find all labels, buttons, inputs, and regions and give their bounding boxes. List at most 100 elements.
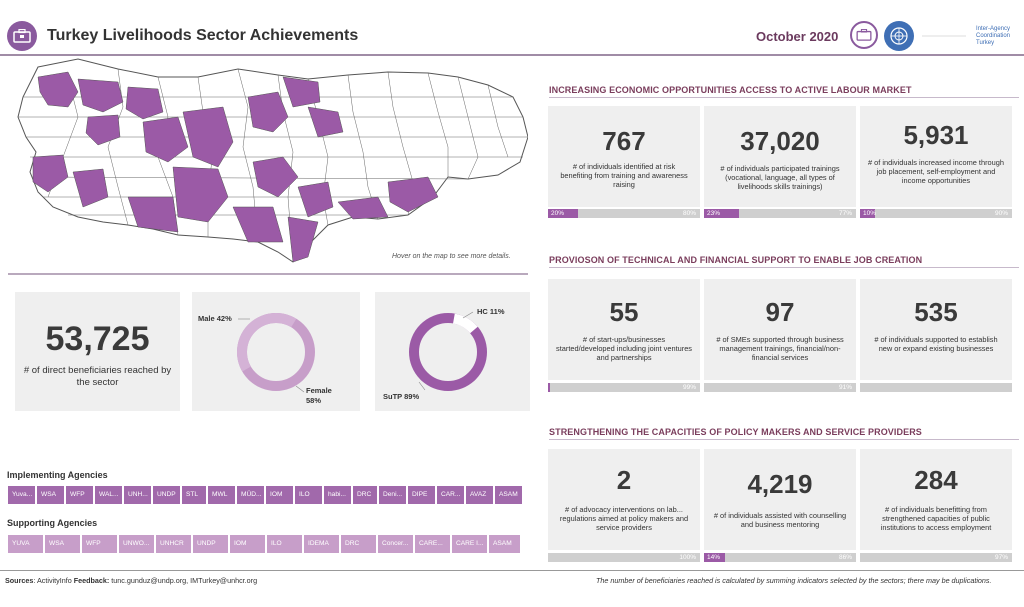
kpi-description: # of SMEs supported through business man… bbox=[716, 335, 844, 362]
agency-chip[interactable]: STL bbox=[182, 486, 206, 504]
progress-bar-fill bbox=[548, 209, 579, 218]
agency-chip[interactable]: MÜD... bbox=[237, 486, 264, 504]
agency-chip[interactable]: UNH... bbox=[124, 486, 151, 504]
progress-left-label: 14% bbox=[707, 554, 721, 561]
agency-chip[interactable]: UNHCR bbox=[156, 535, 191, 553]
kpi-value: 2 bbox=[616, 465, 632, 495]
progress-left-label: 10% bbox=[863, 210, 877, 217]
agency-chip[interactable]: Concer... bbox=[378, 535, 413, 553]
agency-chip[interactable]: IOM bbox=[230, 535, 265, 553]
progress-bar: 20% 80% bbox=[548, 209, 700, 218]
turkey-provinces-map[interactable] bbox=[8, 57, 529, 267]
male-label: Male 42% bbox=[198, 314, 232, 323]
section-divider bbox=[549, 439, 1019, 440]
agency-chip[interactable]: IOM bbox=[266, 486, 293, 504]
agency-chip[interactable]: WSA bbox=[37, 486, 64, 504]
progress-bar: 97% bbox=[860, 553, 1012, 562]
agency-chip[interactable]: Yuva... bbox=[8, 486, 35, 504]
progress-bar: 91% bbox=[704, 383, 856, 392]
agency-chip[interactable]: ILO bbox=[295, 486, 322, 504]
agency-chip[interactable]: WFP bbox=[82, 535, 117, 553]
divider bbox=[8, 273, 528, 275]
sutp-label: SuTP 89% bbox=[383, 392, 420, 401]
progress-bar: 100% bbox=[548, 553, 700, 562]
kpi-value: 4,219 bbox=[747, 469, 813, 499]
progress-right-label: 86% bbox=[838, 554, 852, 561]
agency-chip[interactable]: Deni... bbox=[379, 486, 406, 504]
hc-label: HC 11% bbox=[477, 307, 505, 316]
agency-chip[interactable]: UNDP bbox=[193, 535, 228, 553]
footer-note: The number of beneficiaries reached is c… bbox=[596, 576, 992, 585]
kpi-card: 37,020 # of individuals participated tra… bbox=[704, 106, 856, 207]
beneficiaries-value: 53,725 bbox=[45, 320, 150, 358]
kpi-card: 2 # of advocacy interventions on lab... … bbox=[548, 449, 700, 550]
progress-bar: 23% 77% bbox=[704, 209, 856, 218]
section-title-capacities: STRENGTHENING THE CAPACITIES OF POLICY M… bbox=[549, 427, 922, 437]
female-leader-line bbox=[295, 385, 305, 393]
agency-chip[interactable]: YUVA bbox=[8, 535, 43, 553]
kpi-value: 767 bbox=[602, 126, 646, 156]
agency-chip[interactable]: UNWO... bbox=[119, 535, 154, 553]
sutp-ring bbox=[409, 313, 487, 391]
kpi-description: # of start-ups/businesses started/develo… bbox=[556, 335, 692, 362]
agency-chip[interactable]: ASAM bbox=[495, 486, 522, 504]
male-arc bbox=[237, 313, 315, 391]
progress-right-label: 100% bbox=[679, 554, 696, 561]
section-title-labour-market: INCREASING ECONOMIC OPPORTUNITIES ACCESS… bbox=[549, 85, 912, 95]
kpi-card: 535 # of individuals supported to establ… bbox=[860, 279, 1012, 380]
agency-chip[interactable]: CARE I... bbox=[452, 535, 487, 553]
kpi-value: 37,020 bbox=[740, 126, 820, 156]
header: Turkey Livelihoods Sector Achievements O… bbox=[0, 0, 1024, 56]
progress-bar-fill bbox=[704, 553, 726, 562]
kpi-card: 4,219 # of individuals assisted with cou… bbox=[704, 449, 856, 550]
kpi-card: 5,931 # of individuals increased income … bbox=[860, 106, 1012, 207]
progress-right-label: 91% bbox=[838, 384, 852, 391]
sutp-leader-line bbox=[418, 381, 426, 391]
kpi-card: 55 # of start-ups/businesses started/dev… bbox=[548, 279, 700, 380]
kpi-description: # of individuals participated trainings … bbox=[720, 164, 840, 191]
progress-right-label: 77% bbox=[838, 210, 852, 217]
footer-divider bbox=[0, 570, 1024, 571]
agency-chip[interactable]: ASAM bbox=[489, 535, 520, 553]
map-hint: Hover on the map to see more details. bbox=[392, 253, 511, 260]
agency-chip[interactable]: MWL bbox=[208, 486, 235, 504]
agency-chip[interactable]: ILO bbox=[267, 535, 302, 553]
partner-logo-icon bbox=[920, 28, 968, 44]
agency-chip[interactable]: WSA bbox=[45, 535, 80, 553]
kpi-description: # of individuals assisted with counselli… bbox=[713, 511, 847, 529]
agency-chip[interactable]: CAR... bbox=[437, 486, 464, 504]
status-donut-card: HC 11% SuTP 89% bbox=[375, 292, 530, 411]
agency-chip[interactable]: DRC bbox=[341, 535, 376, 553]
progress-bar-fill bbox=[860, 209, 876, 218]
agency-chip[interactable]: habi... bbox=[324, 486, 351, 504]
agency-chip[interactable]: DIPE bbox=[408, 486, 435, 504]
un-emblem-icon bbox=[884, 21, 914, 51]
progress-right-label: 97% bbox=[994, 554, 1008, 561]
progress-bar-fill bbox=[548, 383, 550, 392]
agency-chip[interactable]: CARE... bbox=[415, 535, 450, 553]
livelihoods-logo-icon bbox=[7, 21, 37, 51]
hc-arc bbox=[409, 313, 487, 391]
beneficiaries-description: # of direct beneficiaries reached by the… bbox=[23, 365, 172, 388]
agency-chip[interactable]: WAL... bbox=[95, 486, 122, 504]
agency-chip[interactable]: DRC bbox=[353, 486, 377, 504]
progress-bar: 10% 90% bbox=[860, 209, 1012, 218]
agency-chip[interactable]: AVAZ bbox=[466, 486, 493, 504]
female-pct: 58% bbox=[306, 396, 322, 405]
section-divider bbox=[549, 97, 1019, 98]
agency-chip[interactable]: IDEMA bbox=[304, 535, 339, 553]
sector-logo-icon bbox=[850, 21, 878, 49]
kpi-description: # of individuals identified at risk bene… bbox=[560, 162, 688, 189]
female-label: Female bbox=[306, 386, 332, 395]
kpi-card: 767 # of individuals identified at risk … bbox=[548, 106, 700, 207]
beneficiaries-card: 53,725 # of direct beneficiaries reached… bbox=[15, 292, 180, 411]
progress-bar bbox=[860, 383, 1012, 392]
progress-right-label: 99% bbox=[682, 384, 696, 391]
agency-chip[interactable]: UNDP bbox=[153, 486, 180, 504]
kpi-card: 97 # of SMEs supported through business … bbox=[704, 279, 856, 380]
page-title: Turkey Livelihoods Sector Achievements bbox=[47, 27, 359, 44]
agency-chip[interactable]: WFP bbox=[66, 486, 93, 504]
kpi-description: # of individuals supported to establish … bbox=[874, 335, 998, 353]
hc-leader-line bbox=[462, 311, 474, 319]
progress-bar-fill bbox=[704, 209, 739, 218]
